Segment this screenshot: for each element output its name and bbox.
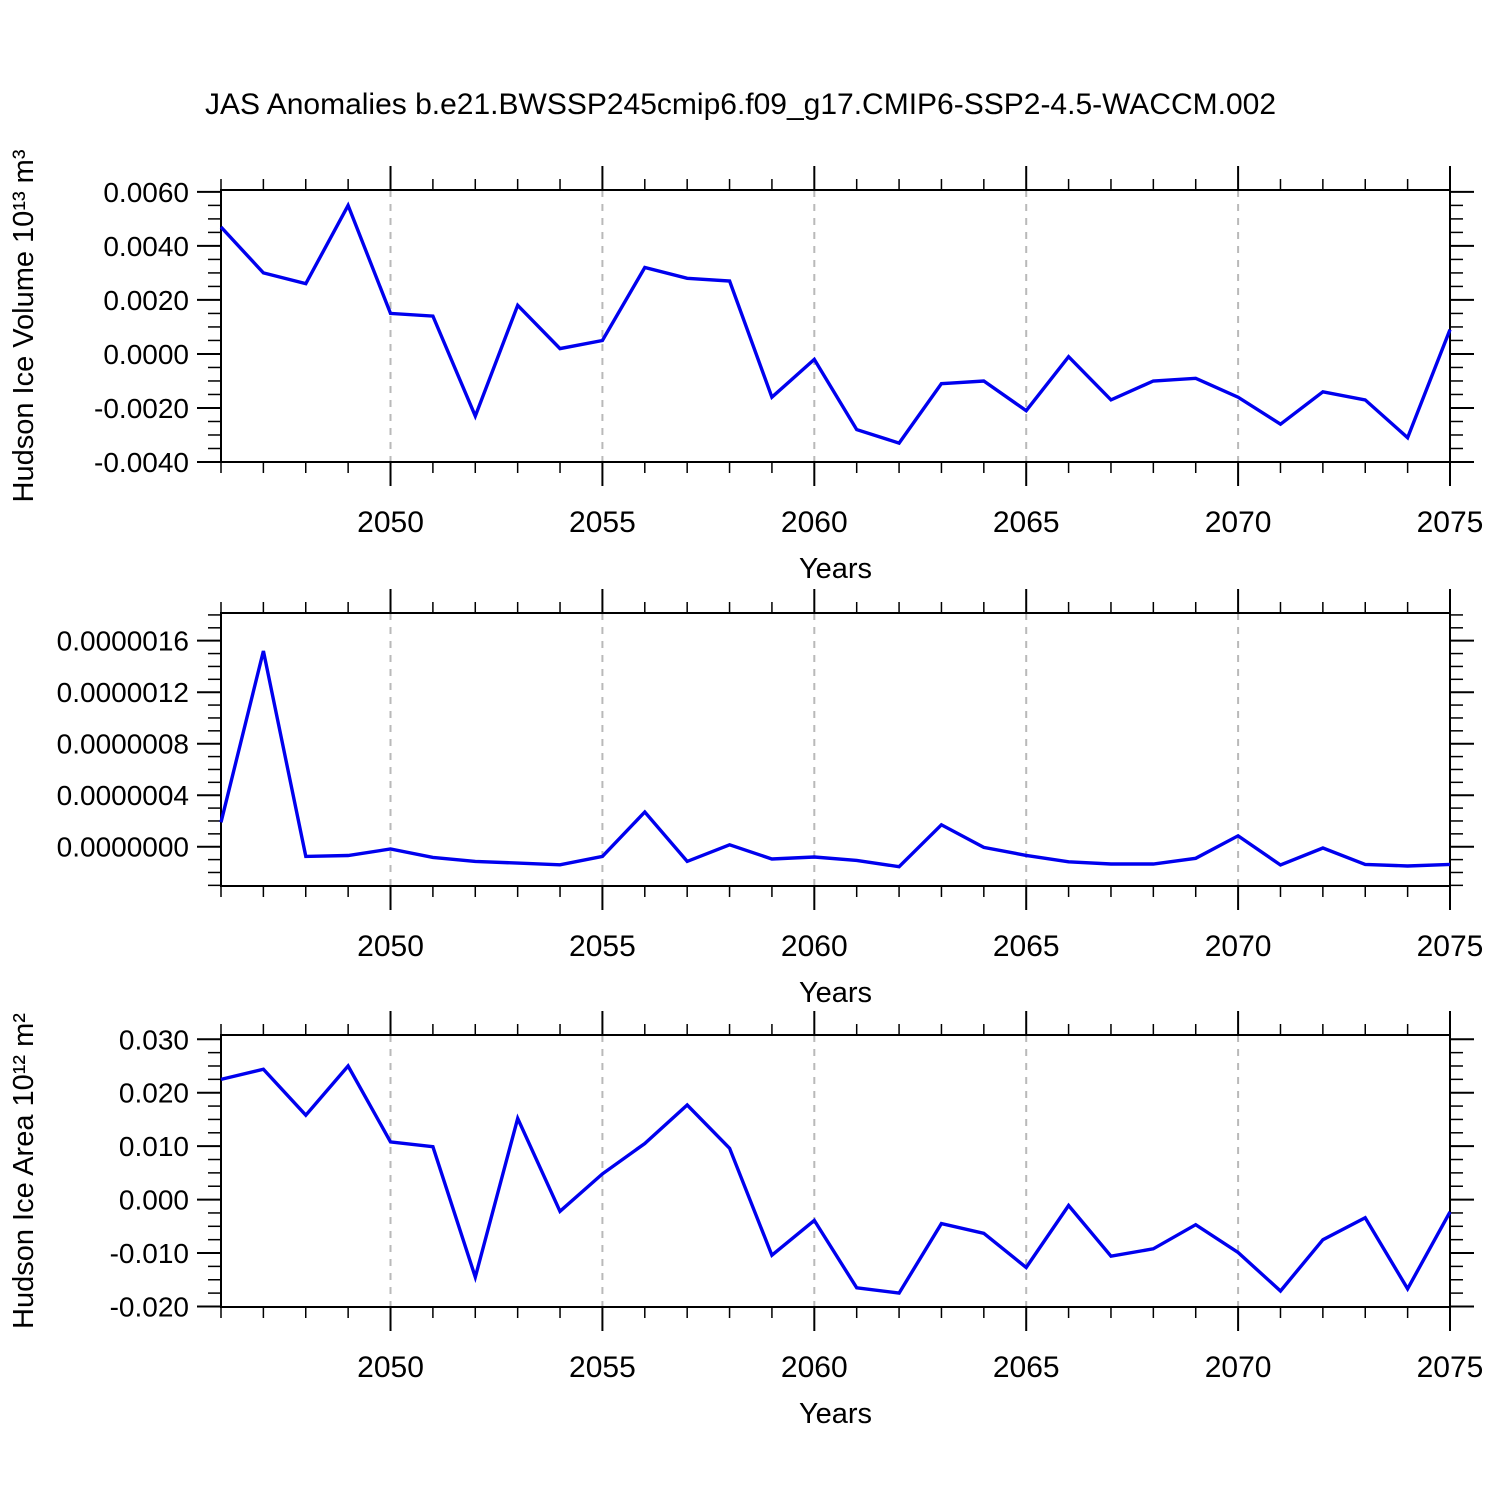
series-line-panel-3 bbox=[220, 1063, 1452, 1295]
y-tick-label: 0.0000012 bbox=[57, 677, 189, 708]
y-tick-label: 0.000 bbox=[119, 1185, 189, 1216]
x-tick-label: 2075 bbox=[1417, 506, 1484, 539]
plot-frame-1 bbox=[220, 189, 1451, 463]
x-tick-label: 2075 bbox=[1417, 930, 1484, 963]
figure-title: JAS Anomalies b.e21.BWSSP245cmip6.f09_g1… bbox=[205, 88, 1277, 121]
y-tick-label: -0.010 bbox=[110, 1238, 189, 1269]
y-tick-label: 0.020 bbox=[119, 1078, 189, 1109]
x-tick-label: 2060 bbox=[781, 506, 848, 539]
x-axis-title: Years bbox=[799, 553, 872, 585]
x-tick-label: 2055 bbox=[569, 930, 636, 963]
y-tick-label: 0.0020 bbox=[103, 285, 189, 316]
x-tick-label: 2050 bbox=[357, 506, 424, 539]
y-axis-title: Hudson Ice Volume 10¹³ m³ bbox=[8, 149, 40, 502]
y-tick-label: 0.010 bbox=[119, 1131, 189, 1162]
x-tick-label: 2070 bbox=[1205, 1351, 1272, 1384]
y-tick-label: -0.0040 bbox=[94, 447, 189, 478]
plot-frame-2 bbox=[220, 612, 1451, 887]
x-tick-label: 2055 bbox=[569, 506, 636, 539]
series-line-panel-2 bbox=[219, 650, 1451, 869]
y-tick-label: 0.0040 bbox=[103, 231, 189, 262]
y-axis-title: Hudson Ice Area 10¹² m² bbox=[8, 1013, 40, 1329]
x-tick-label: 2070 bbox=[1205, 930, 1272, 963]
y-tick-label: 0.0000004 bbox=[57, 780, 189, 811]
x-tick-label: 2050 bbox=[357, 1351, 424, 1384]
y-tick-label: -0.0020 bbox=[94, 393, 189, 424]
x-axis-title: Years bbox=[799, 977, 872, 1009]
x-tick-label: 2065 bbox=[993, 1351, 1060, 1384]
x-tick-label: 2055 bbox=[569, 1351, 636, 1384]
y-tick-label: 0.0000000 bbox=[57, 832, 189, 863]
y-tick-label: -0.020 bbox=[110, 1291, 189, 1322]
x-tick-label: 2065 bbox=[993, 930, 1060, 963]
y-tick-label: 0.0000 bbox=[103, 339, 189, 370]
plot-frame-3 bbox=[220, 1034, 1451, 1308]
x-tick-label: 2065 bbox=[993, 506, 1060, 539]
y-tick-label: 0.0060 bbox=[103, 177, 189, 208]
x-tick-label: 2060 bbox=[781, 1351, 848, 1384]
series-line-panel-1 bbox=[219, 201, 1452, 446]
x-axis-title: Years bbox=[799, 1398, 872, 1430]
y-tick-label: 0.0000016 bbox=[57, 626, 189, 657]
x-tick-label: 2060 bbox=[781, 930, 848, 963]
x-tick-label: 2070 bbox=[1205, 506, 1272, 539]
x-tick-label: 2075 bbox=[1417, 1351, 1484, 1384]
y-tick-label: 0.0000008 bbox=[57, 729, 189, 760]
y-tick-label: 0.030 bbox=[119, 1024, 189, 1055]
x-tick-label: 2050 bbox=[357, 930, 424, 963]
